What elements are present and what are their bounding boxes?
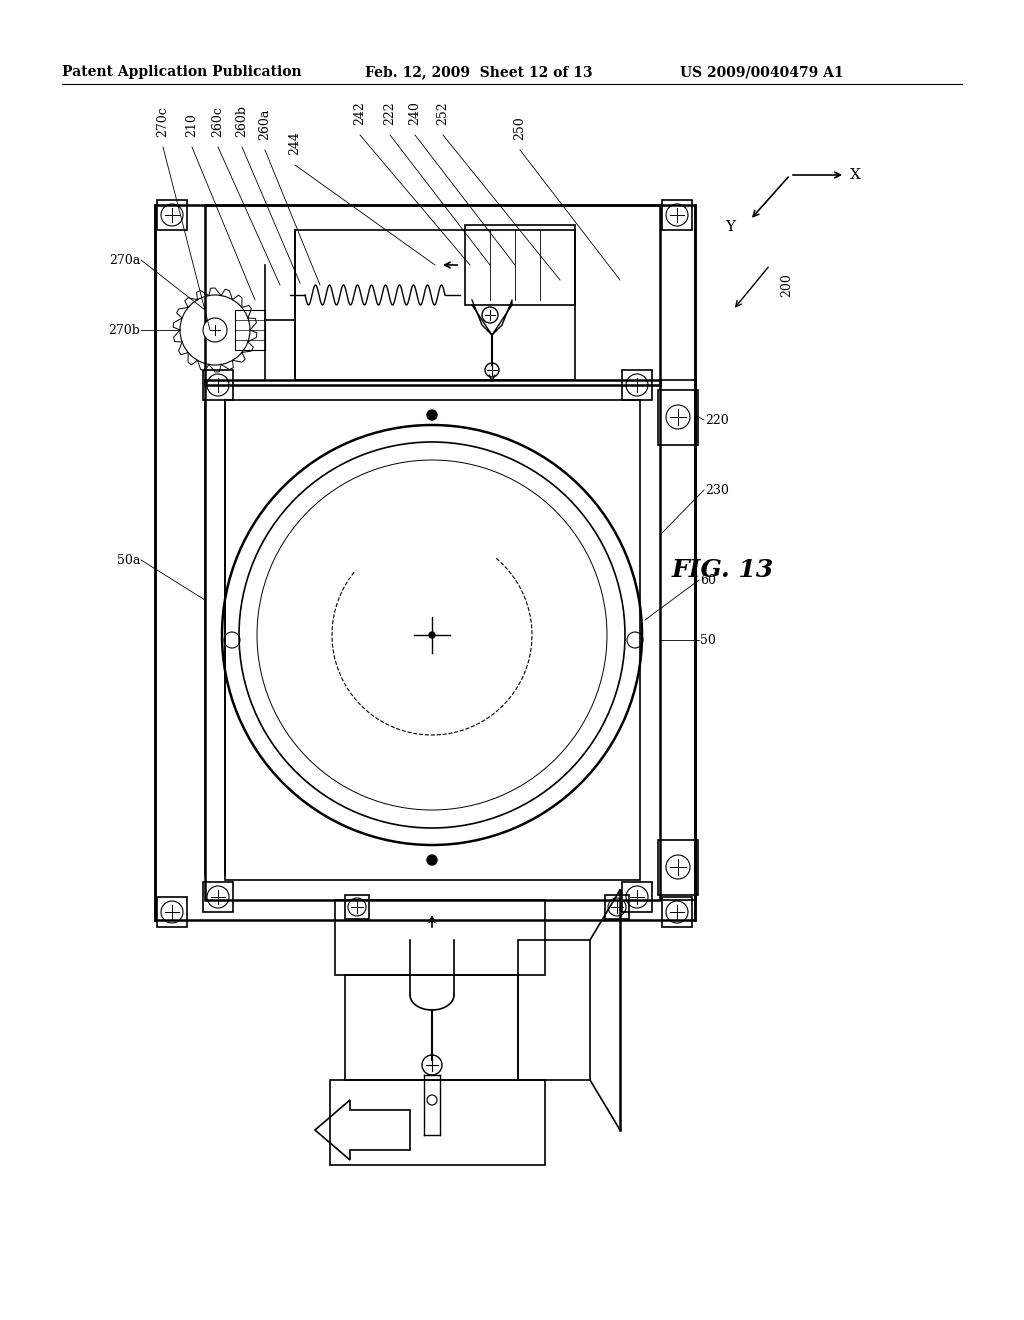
Text: Patent Application Publication: Patent Application Publication <box>62 65 302 79</box>
Text: 50: 50 <box>700 634 716 647</box>
Circle shape <box>427 411 437 420</box>
Text: 230: 230 <box>705 483 729 496</box>
Text: 200: 200 <box>780 273 793 297</box>
Text: 260b: 260b <box>236 106 249 137</box>
Text: US 2009/0040479 A1: US 2009/0040479 A1 <box>680 65 844 79</box>
Text: 240: 240 <box>409 102 422 125</box>
Text: FIG. 13: FIG. 13 <box>672 558 774 582</box>
Text: X: X <box>850 168 861 182</box>
Text: 270a: 270a <box>109 253 140 267</box>
Text: 244: 244 <box>289 131 301 154</box>
Text: 252: 252 <box>436 102 450 125</box>
Text: 220: 220 <box>705 413 729 426</box>
Text: Y: Y <box>725 220 735 234</box>
Circle shape <box>427 1096 437 1105</box>
Text: 210: 210 <box>185 114 199 137</box>
Text: 222: 222 <box>384 102 396 125</box>
Text: 60: 60 <box>700 573 716 586</box>
Text: 260a: 260a <box>258 108 271 140</box>
Circle shape <box>427 855 437 865</box>
Text: 250: 250 <box>513 116 526 140</box>
Text: 270c: 270c <box>157 106 170 137</box>
Text: 242: 242 <box>353 102 367 125</box>
Text: 260c: 260c <box>212 106 224 137</box>
Circle shape <box>203 318 227 342</box>
Text: 50a: 50a <box>117 553 140 566</box>
Text: Feb. 12, 2009  Sheet 12 of 13: Feb. 12, 2009 Sheet 12 of 13 <box>365 65 593 79</box>
Circle shape <box>429 632 435 638</box>
Text: 270b: 270b <box>109 323 140 337</box>
